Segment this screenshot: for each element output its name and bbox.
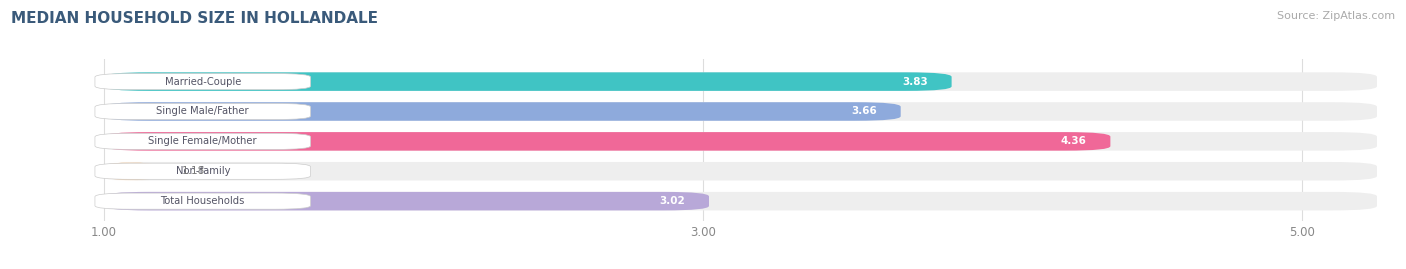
FancyBboxPatch shape xyxy=(104,72,1376,91)
FancyBboxPatch shape xyxy=(104,102,1376,121)
Text: 3.02: 3.02 xyxy=(659,196,685,206)
Text: 3.83: 3.83 xyxy=(901,77,928,87)
FancyBboxPatch shape xyxy=(96,73,311,90)
FancyBboxPatch shape xyxy=(96,133,311,150)
FancyBboxPatch shape xyxy=(104,162,157,180)
FancyBboxPatch shape xyxy=(96,163,311,179)
FancyBboxPatch shape xyxy=(104,192,709,210)
FancyBboxPatch shape xyxy=(96,103,311,119)
Text: Non-family: Non-family xyxy=(176,166,231,176)
FancyBboxPatch shape xyxy=(104,132,1111,151)
Text: Total Households: Total Households xyxy=(160,196,245,206)
Text: Married-Couple: Married-Couple xyxy=(165,77,240,87)
FancyBboxPatch shape xyxy=(104,192,1376,210)
FancyBboxPatch shape xyxy=(96,193,311,209)
Text: Source: ZipAtlas.com: Source: ZipAtlas.com xyxy=(1277,11,1395,21)
Text: 3.66: 3.66 xyxy=(851,107,877,116)
FancyBboxPatch shape xyxy=(104,132,1376,151)
Text: 4.36: 4.36 xyxy=(1060,136,1087,146)
FancyBboxPatch shape xyxy=(104,72,952,91)
FancyBboxPatch shape xyxy=(104,102,901,121)
Text: Single Female/Mother: Single Female/Mother xyxy=(149,136,257,146)
Text: MEDIAN HOUSEHOLD SIZE IN HOLLANDALE: MEDIAN HOUSEHOLD SIZE IN HOLLANDALE xyxy=(11,11,378,26)
FancyBboxPatch shape xyxy=(104,162,1376,180)
Text: Single Male/Father: Single Male/Father xyxy=(156,107,249,116)
Text: 1.18: 1.18 xyxy=(181,166,205,176)
